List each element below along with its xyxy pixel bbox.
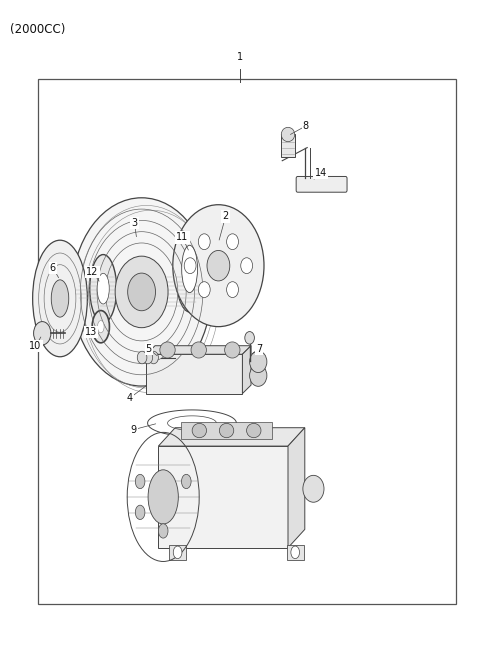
Ellipse shape: [175, 226, 204, 312]
Ellipse shape: [115, 256, 168, 328]
FancyBboxPatch shape: [296, 176, 347, 192]
Ellipse shape: [160, 342, 175, 358]
Ellipse shape: [241, 258, 252, 274]
Ellipse shape: [51, 280, 69, 317]
Text: 6: 6: [50, 262, 56, 273]
Ellipse shape: [92, 310, 109, 343]
Ellipse shape: [173, 546, 182, 559]
Text: 11: 11: [176, 232, 189, 243]
Ellipse shape: [97, 321, 104, 333]
Text: 2: 2: [222, 211, 229, 222]
Ellipse shape: [135, 505, 145, 520]
Text: 7: 7: [256, 344, 263, 354]
Polygon shape: [146, 346, 251, 354]
Ellipse shape: [245, 331, 254, 344]
Text: 5: 5: [145, 344, 152, 354]
Ellipse shape: [97, 274, 109, 304]
Polygon shape: [288, 428, 305, 548]
Ellipse shape: [281, 127, 295, 142]
Text: 12: 12: [86, 267, 99, 277]
Ellipse shape: [72, 198, 211, 386]
Polygon shape: [242, 346, 251, 394]
Ellipse shape: [128, 273, 156, 311]
Ellipse shape: [291, 546, 300, 559]
Bar: [146, 354, 242, 394]
Ellipse shape: [191, 342, 206, 358]
Text: 4: 4: [127, 393, 132, 403]
Bar: [38, 79, 456, 604]
Ellipse shape: [303, 476, 324, 502]
Bar: [181, 422, 272, 439]
Ellipse shape: [33, 240, 87, 357]
Ellipse shape: [192, 423, 206, 438]
Polygon shape: [158, 428, 305, 446]
Text: 10: 10: [29, 341, 42, 352]
Ellipse shape: [158, 523, 168, 538]
Ellipse shape: [250, 351, 267, 373]
Ellipse shape: [181, 474, 191, 489]
Ellipse shape: [198, 281, 210, 298]
Ellipse shape: [227, 281, 239, 298]
Ellipse shape: [173, 205, 264, 327]
Text: 14: 14: [314, 168, 327, 178]
Bar: [158, 446, 288, 548]
Bar: [169, 545, 186, 560]
Text: 3: 3: [132, 218, 137, 228]
Text: 8: 8: [303, 121, 309, 131]
Text: 1: 1: [237, 52, 243, 62]
Bar: [287, 545, 304, 560]
Ellipse shape: [143, 351, 153, 364]
Text: 13: 13: [85, 327, 97, 337]
Ellipse shape: [90, 255, 117, 323]
Ellipse shape: [207, 251, 230, 281]
Text: 9: 9: [131, 424, 136, 435]
Ellipse shape: [247, 423, 261, 438]
Ellipse shape: [135, 474, 145, 489]
Ellipse shape: [149, 351, 158, 364]
Ellipse shape: [219, 423, 234, 438]
Ellipse shape: [137, 351, 147, 364]
Ellipse shape: [250, 365, 267, 386]
Ellipse shape: [184, 258, 196, 274]
Ellipse shape: [225, 342, 240, 358]
Ellipse shape: [227, 234, 239, 250]
Bar: [281, 134, 295, 157]
Ellipse shape: [148, 470, 179, 524]
Text: (2000CC): (2000CC): [10, 23, 65, 36]
Ellipse shape: [198, 234, 210, 250]
Ellipse shape: [34, 321, 51, 345]
Ellipse shape: [182, 245, 198, 293]
